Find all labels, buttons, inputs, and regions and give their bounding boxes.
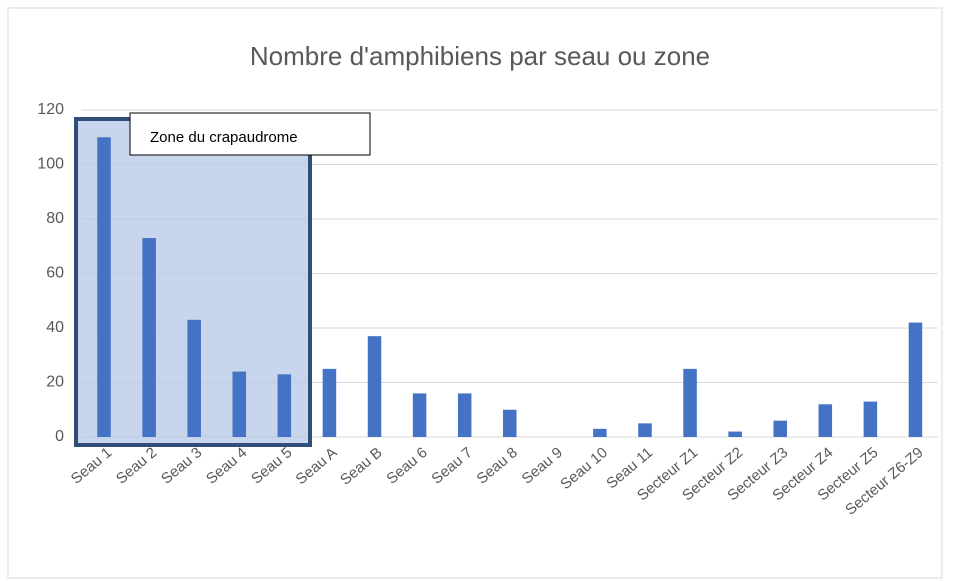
bar bbox=[773, 420, 787, 437]
bar bbox=[818, 404, 833, 437]
bar bbox=[638, 423, 652, 437]
y-tick-label: 20 bbox=[46, 374, 64, 391]
y-tick-label: 80 bbox=[46, 210, 64, 227]
bar bbox=[683, 368, 697, 437]
bar bbox=[502, 409, 517, 437]
bar bbox=[457, 393, 472, 437]
y-tick-label: 0 bbox=[55, 428, 64, 445]
bar bbox=[142, 238, 156, 437]
bar bbox=[277, 374, 292, 437]
bar bbox=[728, 431, 742, 437]
bar bbox=[187, 319, 201, 437]
bar bbox=[367, 336, 382, 437]
y-tick-label: 40 bbox=[46, 319, 64, 336]
bar bbox=[908, 322, 923, 437]
bar bbox=[593, 428, 607, 437]
bars bbox=[97, 137, 923, 437]
annotation-box bbox=[129, 112, 371, 156]
annotation-text: Zone du crapaudrome bbox=[150, 129, 298, 146]
chart-title: Nombre d'amphibiens par seau ou zone bbox=[250, 41, 710, 71]
bar bbox=[232, 371, 247, 437]
y-tick-label: 60 bbox=[46, 265, 64, 282]
bar bbox=[322, 368, 337, 437]
bar bbox=[97, 137, 111, 437]
bar bbox=[863, 401, 878, 437]
bar bbox=[412, 393, 427, 437]
y-tick-label: 100 bbox=[37, 156, 64, 173]
y-tick-label: 120 bbox=[37, 101, 64, 118]
